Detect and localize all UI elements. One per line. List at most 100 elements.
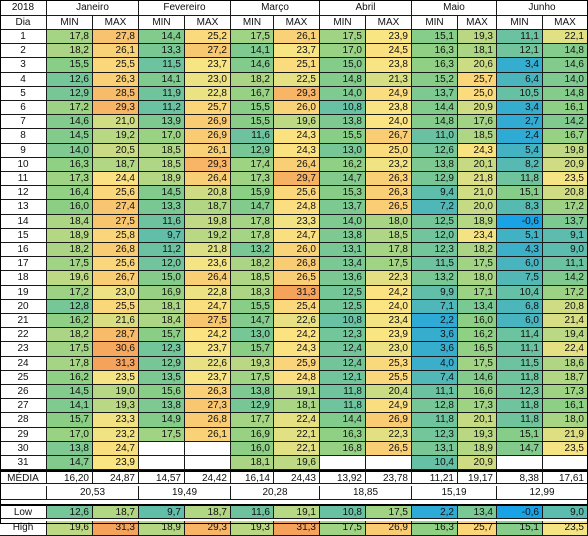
temperature-cell: 12,4 — [320, 342, 366, 357]
temperature-cell: 20,9 — [458, 456, 497, 470]
temperature-cell: 13,5 — [139, 371, 185, 385]
media-value: 24,87 — [93, 470, 139, 484]
temperature-cell: 25,3 — [366, 357, 412, 371]
temperature-cell: 17,0 — [139, 129, 185, 144]
temperature-cell: 21,0 — [458, 186, 497, 200]
temperature-cell: 14,8 — [543, 87, 588, 101]
temperature-cell — [366, 456, 412, 470]
temperature-cell: 9,7 — [139, 229, 185, 243]
temperature-cell: 18,5 — [231, 271, 274, 286]
temperature-cell: 14,0 — [320, 87, 366, 101]
temperature-cell: 14,5 — [47, 129, 93, 144]
temperature-cell: 14,6 — [543, 58, 588, 73]
temperature-cell: 17,5 — [231, 371, 274, 385]
temperature-cell: 24,2 — [185, 328, 231, 342]
temperature-cell: 26,4 — [185, 172, 231, 186]
temperature-cell: 11,8 — [497, 413, 543, 428]
temperature-cell: 7,1 — [412, 300, 458, 314]
temperature-cell: 13,4 — [458, 300, 497, 314]
month-header: Janeiro — [47, 1, 139, 16]
temperature-cell: 22,3 — [366, 428, 412, 442]
day-number: 18 — [0, 271, 47, 286]
temperature-cell: 25,0 — [366, 144, 412, 158]
temperature-cell: 24,3 — [274, 129, 320, 144]
temperature-cell: 23,9 — [366, 30, 412, 44]
temperature-cell: 25,4 — [274, 300, 320, 314]
temperature-cell: 24,4 — [93, 172, 139, 186]
temperature-cell — [543, 456, 588, 470]
temperature-cell: -0,6 — [497, 215, 543, 229]
temperature-cell: 2,4 — [497, 129, 543, 144]
temperature-cell: 18,9 — [47, 229, 93, 243]
temperature-cell: 23,5 — [543, 442, 588, 456]
temperature-cell: 28,5 — [93, 87, 139, 101]
temperature-cell: 26,3 — [93, 73, 139, 87]
temperature-cell: 18,9 — [139, 172, 185, 186]
temperature-cell: 18,0 — [458, 271, 497, 286]
day-number: 24 — [0, 357, 47, 371]
temperature-cell: 20,6 — [458, 58, 497, 73]
temperature-cell: 23,5 — [93, 371, 139, 385]
temperature-cell: 16,2 — [320, 158, 366, 172]
day-number: 9 — [0, 144, 47, 158]
temperature-cell: 16,2 — [47, 314, 93, 328]
temperature-cell: 20,9 — [543, 158, 588, 172]
temperature-cell: 22,1 — [274, 428, 320, 442]
low-value: 18,7 — [185, 504, 231, 519]
temperature-cell: 21,8 — [458, 172, 497, 186]
temperature-cell: 17,7 — [231, 413, 274, 428]
max-column-header: MAX — [185, 16, 231, 30]
low-value: 13,4 — [458, 504, 497, 519]
temperature-cell: 12,8 — [47, 300, 93, 314]
temperature-cell: 17,3 — [47, 172, 93, 186]
temperature-cell: 25,6 — [93, 186, 139, 200]
temperature-cell: 26,1 — [274, 30, 320, 44]
temperature-cell: 26,9 — [366, 413, 412, 428]
temperature-cell: 17,6 — [458, 115, 497, 129]
day-number: 3 — [0, 58, 47, 73]
temperature-cell: 17,5 — [366, 257, 412, 271]
temperature-cell: 18,7 — [93, 158, 139, 172]
temperature-cell: 12,5 — [320, 300, 366, 314]
temperature-cell: 26,1 — [185, 428, 231, 442]
temperature-cell: 20,1 — [458, 158, 497, 172]
min-column-header: MIN — [320, 16, 366, 30]
temperature-cell: 14,1 — [47, 399, 93, 413]
temperature-cell: 24,0 — [366, 115, 412, 129]
temperature-cell: 19,6 — [47, 271, 93, 286]
temperature-cell: 17,2 — [47, 286, 93, 300]
temperature-cell: 14,6 — [231, 58, 274, 73]
temperature-cell: 19,3 — [458, 30, 497, 44]
temperature-cell: 16,9 — [231, 428, 274, 442]
temperature-cell: 14,2 — [543, 271, 588, 286]
month-header: Março — [231, 1, 320, 16]
temperature-cell: 19,8 — [543, 144, 588, 158]
temperature-cell: 24,9 — [366, 87, 412, 101]
temperature-cell: 16,3 — [412, 58, 458, 73]
temperature-cell: 12,1 — [320, 371, 366, 385]
day-number: 11 — [0, 172, 47, 186]
temperature-cell: 24,3 — [458, 144, 497, 158]
temperature-cell: 15,9 — [231, 186, 274, 200]
temperature-cell: 23,4 — [366, 314, 412, 328]
temperature-cell: 18,6 — [543, 357, 588, 371]
temperature-cell: 15,7 — [47, 413, 93, 428]
temperature-cell: 26,0 — [274, 101, 320, 115]
day-number: 17 — [0, 257, 47, 271]
temperature-cell: 25,1 — [274, 58, 320, 73]
temperature-cell: 28,7 — [93, 328, 139, 342]
temperature-cell: 22,4 — [543, 342, 588, 357]
temperature-cell: 12,8 — [412, 399, 458, 413]
high-value: 18,9 — [139, 521, 185, 536]
temperature-cell: 17,4 — [231, 158, 274, 172]
temperature-cell: 14,7 — [231, 200, 274, 215]
temperature-cell: 26,4 — [274, 158, 320, 172]
temperature-cell: 25,8 — [93, 229, 139, 243]
temperature-cell: 21,8 — [185, 243, 231, 257]
temperature-cell: 24,5 — [366, 44, 412, 58]
temperature-cell: 17,5 — [231, 30, 274, 44]
day-number: 2 — [0, 44, 47, 58]
temperature-cell: 11,8 — [320, 385, 366, 399]
temperature-cell: 16,6 — [458, 385, 497, 399]
min-column-header: MIN — [139, 16, 185, 30]
